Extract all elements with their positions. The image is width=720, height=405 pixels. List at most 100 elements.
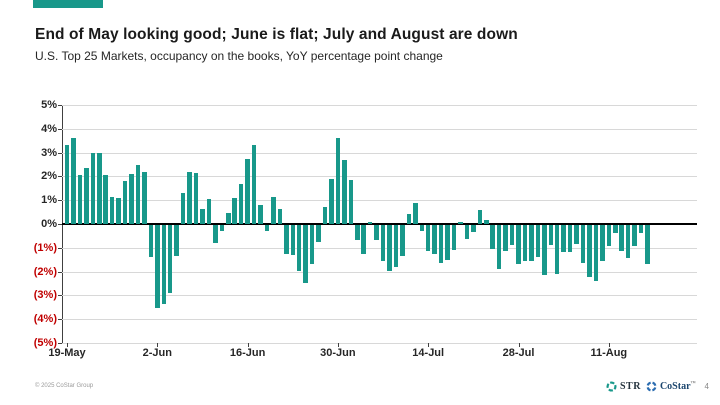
bar [619,225,624,252]
bar [335,138,341,224]
bar [580,225,586,264]
plot-area [62,105,697,344]
trademark-symbol: ™ [690,381,696,387]
bar [432,225,437,254]
bar [355,225,360,241]
bar [445,225,450,260]
bar [129,174,134,224]
bar [284,225,289,254]
y-axis-label: (4%) [33,313,57,326]
bar [393,225,399,267]
x-axis-tick [157,343,159,347]
bar [329,178,334,224]
bar [361,225,366,254]
bar [103,175,108,224]
bar [477,209,483,224]
bar [142,171,147,224]
y-axis-label: (3%) [33,289,57,302]
bar [542,225,547,275]
bar [116,197,121,224]
bar [155,225,160,309]
y-axis-tick [58,128,62,130]
bar [567,225,573,253]
bar [122,181,128,224]
bar [600,225,605,261]
str-logo-label: STR [620,380,641,392]
bar [406,214,412,224]
bar [309,225,315,265]
y-axis-label: (5%) [33,337,57,349]
gridline [62,343,697,344]
y-axis-label: 0% [41,218,57,230]
y-axis-tick [58,319,62,321]
bar [529,225,534,261]
bar [342,159,347,224]
bar [200,208,205,224]
gridline [62,295,697,297]
y-axis-tick [58,105,62,106]
bar [219,225,225,231]
bar [554,225,560,274]
y-axis-tick [58,295,62,297]
bar [316,225,321,242]
bar [606,225,612,247]
bar [490,225,495,249]
bar [245,158,250,224]
bar [471,225,476,233]
bar [232,197,237,224]
accent-banner [33,0,103,8]
x-axis-tick [337,343,339,347]
x-axis-label: 14-Jul [412,347,445,359]
bar [574,225,579,245]
y-axis-label: 3% [41,146,57,159]
x-axis-tick [518,343,520,347]
bar [174,225,179,256]
bar [638,225,644,234]
x-axis-label: 2-Jun [142,347,172,359]
page-title: End of May looking good; June is flat; J… [35,26,518,43]
y-axis-label: 1% [41,194,57,207]
bar [193,172,199,224]
costar-logo: CoStar™ [646,381,696,392]
bar [180,193,186,224]
x-axis-label: 28-Jul [502,347,535,359]
x-axis-label: 11-Aug [590,347,628,359]
bar [503,225,508,252]
str-logo: STR [606,381,641,392]
bar [84,168,89,224]
gridline [62,247,697,249]
gridline [62,271,697,273]
bar [458,221,463,224]
bar [387,225,392,272]
bar [535,225,541,258]
gridline [62,176,697,178]
gridline [62,200,697,202]
bar [632,225,637,247]
bar [161,225,166,304]
x-axis-tick [247,343,249,347]
y-axis-tick [58,176,62,178]
x-axis-label: 19-May [48,347,86,359]
bar [645,225,650,265]
bar [258,204,263,224]
y-axis-label: 4% [41,122,57,135]
y-axis-label: (1%) [33,241,57,254]
bar [484,220,489,224]
page-number: 4 [704,381,709,391]
y-axis-tick [58,271,62,273]
y-axis-tick [58,247,62,249]
footer-copyright: © 2025 CoStar Group [35,383,94,389]
bar [509,225,515,246]
bar [77,175,83,224]
x-axis-tick [67,343,68,347]
bar [367,221,373,224]
footer-logos: STR CoStar™ 4 [606,379,709,393]
bar [587,225,592,278]
bar [71,138,76,224]
page-subtitle: U.S. Top 25 Markets, occupancy on the bo… [35,49,443,63]
bar [296,225,302,272]
bar [413,202,418,224]
zero-axis-line [62,223,697,225]
str-logo-icon [606,380,617,392]
